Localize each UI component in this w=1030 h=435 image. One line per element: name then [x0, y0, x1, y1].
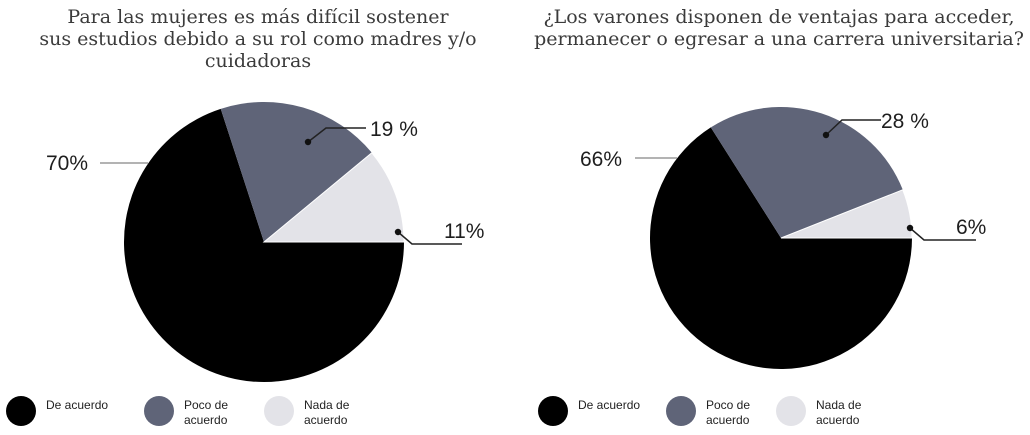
- legend-swatch: [264, 396, 294, 426]
- legend-swatch: [6, 396, 36, 426]
- chart-title-line: Para las mujeres es más difícil sostener: [67, 6, 449, 28]
- chart-title-line: permanecer o egresar a una carrera unive…: [534, 28, 1024, 50]
- pie-chart: 66% 28 % 6%: [580, 107, 986, 370]
- pie-slice-nada-de-acuerdo: [780, 189, 913, 239]
- pie-slice-de-acuerdo: [124, 108, 405, 383]
- legend-swatch: [144, 396, 174, 426]
- legend-label: De acuerdo: [46, 398, 109, 412]
- leader-dot: [304, 138, 312, 146]
- data-label: 19 %: [370, 118, 418, 141]
- pie-chart: 70% 19 % 11%: [46, 102, 484, 383]
- leader-line: [397, 231, 462, 245]
- legend-label: Poco de acuerdo: [184, 398, 229, 427]
- pie-slice-poco-de-acuerdo: [220, 102, 372, 243]
- legend-label: Nada de acuerdo: [816, 398, 862, 427]
- legend-swatch: [538, 396, 568, 426]
- legend-swatch: [776, 396, 806, 426]
- data-label: 70%: [46, 152, 88, 175]
- data-label: 66%: [580, 148, 622, 171]
- chart-title: Para las mujeres es más difícil sostener…: [0, 6, 518, 72]
- pie-slice-de-acuerdo: [650, 127, 912, 370]
- pie-slice-poco-de-acuerdo: [710, 107, 903, 238]
- chart-panel-mujeres: Para las mujeres es más difícil sostener…: [0, 6, 518, 427]
- leader-line: [825, 119, 881, 136]
- leader-line: [909, 227, 976, 241]
- chart-title: ¿Los varones disponen de ventajas para a…: [524, 6, 1030, 50]
- leader-dot: [822, 131, 830, 139]
- data-label: 6%: [956, 216, 986, 239]
- chart-panel-varones: ¿Los varones disponen de ventajas para a…: [520, 0, 1030, 435]
- chart-title-line: ¿Los varones disponen de ventajas para a…: [543, 6, 1015, 28]
- legend-label: De acuerdo: [578, 398, 641, 412]
- legend-label: Poco de acuerdo: [706, 398, 751, 427]
- legend-swatch: [666, 396, 696, 426]
- data-label: 28 %: [881, 110, 929, 133]
- leader-dot: [394, 228, 402, 236]
- leader-line: [307, 127, 366, 143]
- pie-slice-nada-de-acuerdo: [262, 152, 405, 243]
- chart-title-line: cuidadoras: [204, 50, 312, 72]
- legend-label: Nada de acuerdo: [304, 398, 350, 427]
- leader-dot: [906, 224, 914, 232]
- data-label: 11%: [444, 220, 484, 243]
- chart-title-line: sus estudios debido a su rol como madres…: [39, 28, 477, 50]
